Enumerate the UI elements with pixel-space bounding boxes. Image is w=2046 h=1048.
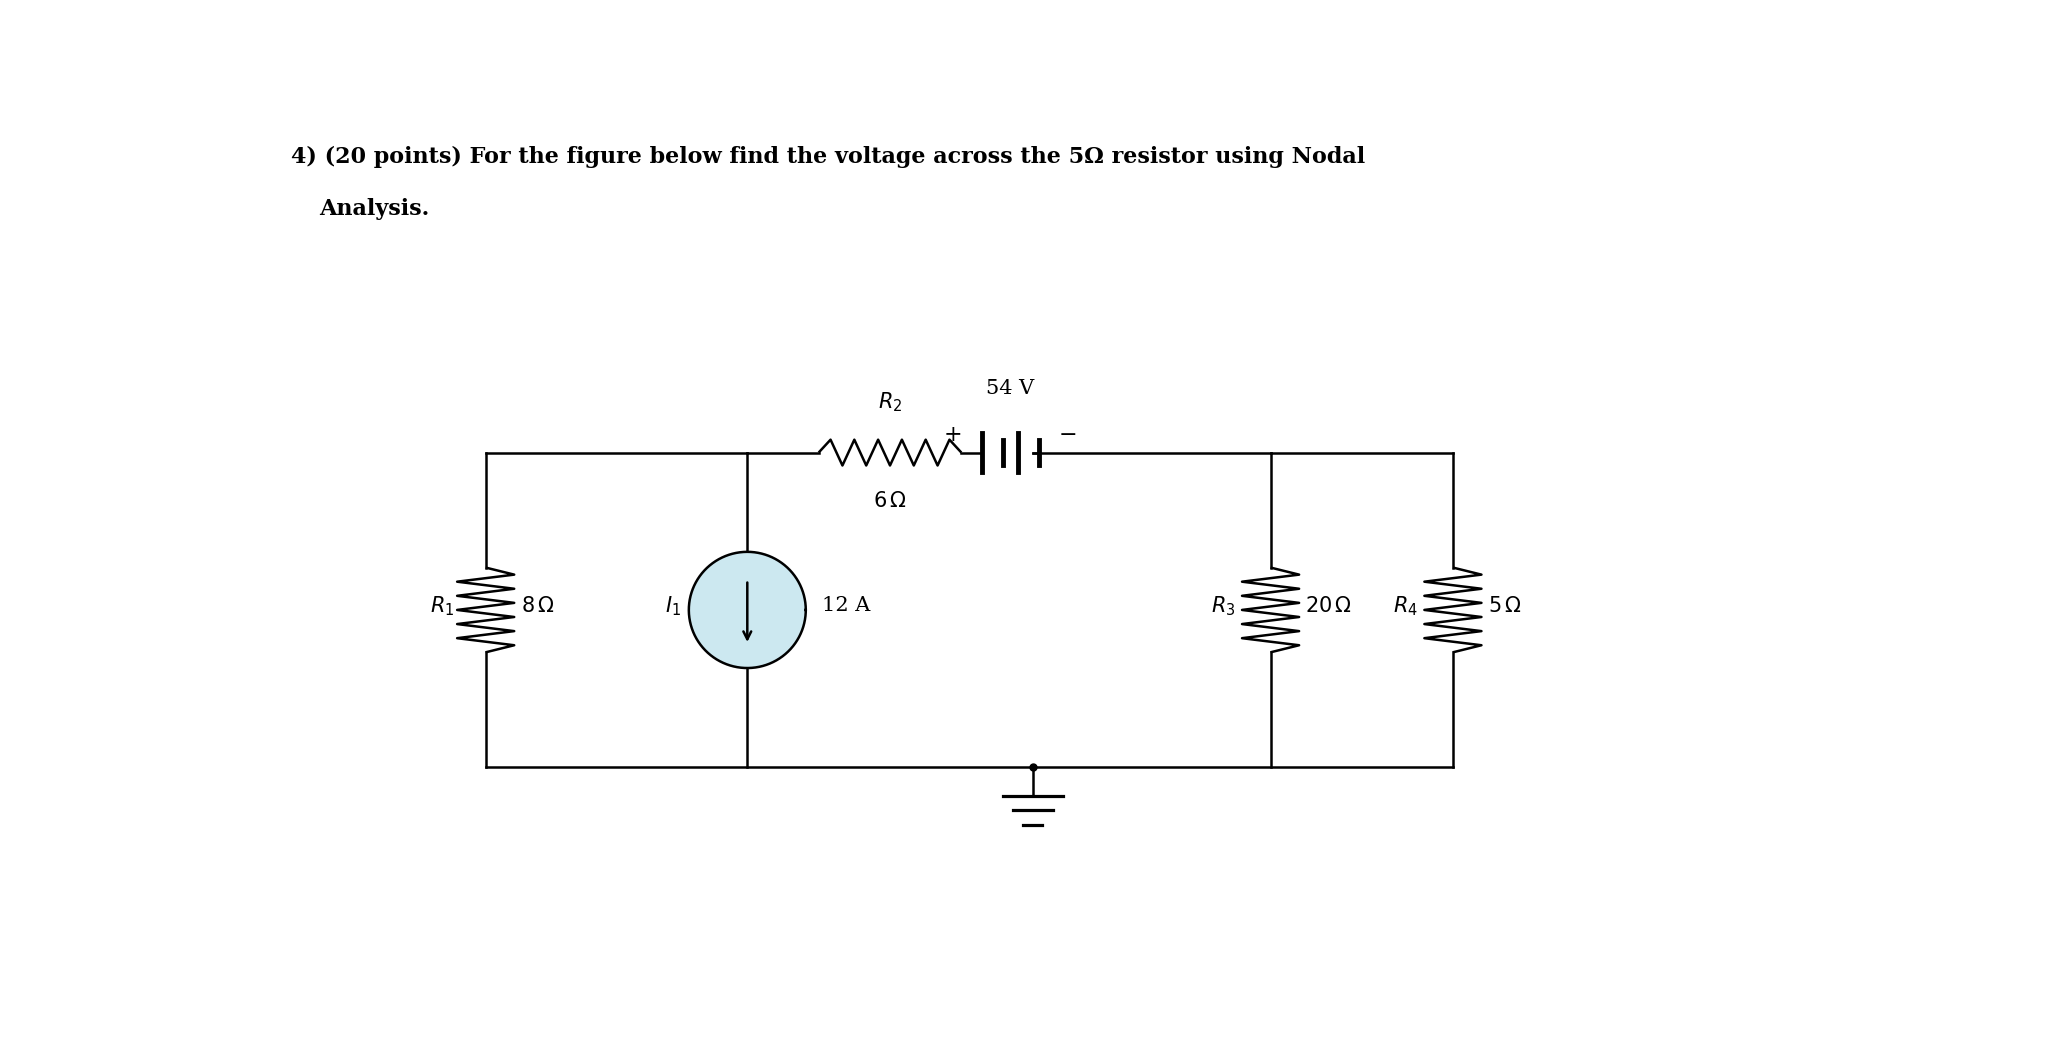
Text: $R_4$: $R_4$ bbox=[1393, 594, 1418, 617]
Text: 12 A: 12 A bbox=[822, 596, 870, 615]
Text: $5\,\Omega$: $5\,\Omega$ bbox=[1487, 596, 1522, 616]
Text: 4) (20 points) For the figure below find the voltage across the 5Ω resistor usin: 4) (20 points) For the figure below find… bbox=[291, 146, 1365, 168]
Text: +: + bbox=[943, 423, 964, 445]
Ellipse shape bbox=[690, 552, 806, 668]
Text: $I_1$: $I_1$ bbox=[665, 594, 681, 617]
Text: $20\,\Omega$: $20\,\Omega$ bbox=[1305, 596, 1352, 616]
Text: $R_3$: $R_3$ bbox=[1211, 594, 1236, 617]
Text: 54 V: 54 V bbox=[986, 378, 1035, 397]
Text: $6\,\Omega$: $6\,\Omega$ bbox=[874, 492, 906, 511]
Text: $R_1$: $R_1$ bbox=[430, 594, 454, 617]
Text: $R_2$: $R_2$ bbox=[878, 390, 902, 414]
Text: Analysis.: Analysis. bbox=[319, 198, 430, 220]
Text: $8\,\Omega$: $8\,\Omega$ bbox=[520, 596, 554, 616]
Text: −: − bbox=[1058, 423, 1076, 445]
